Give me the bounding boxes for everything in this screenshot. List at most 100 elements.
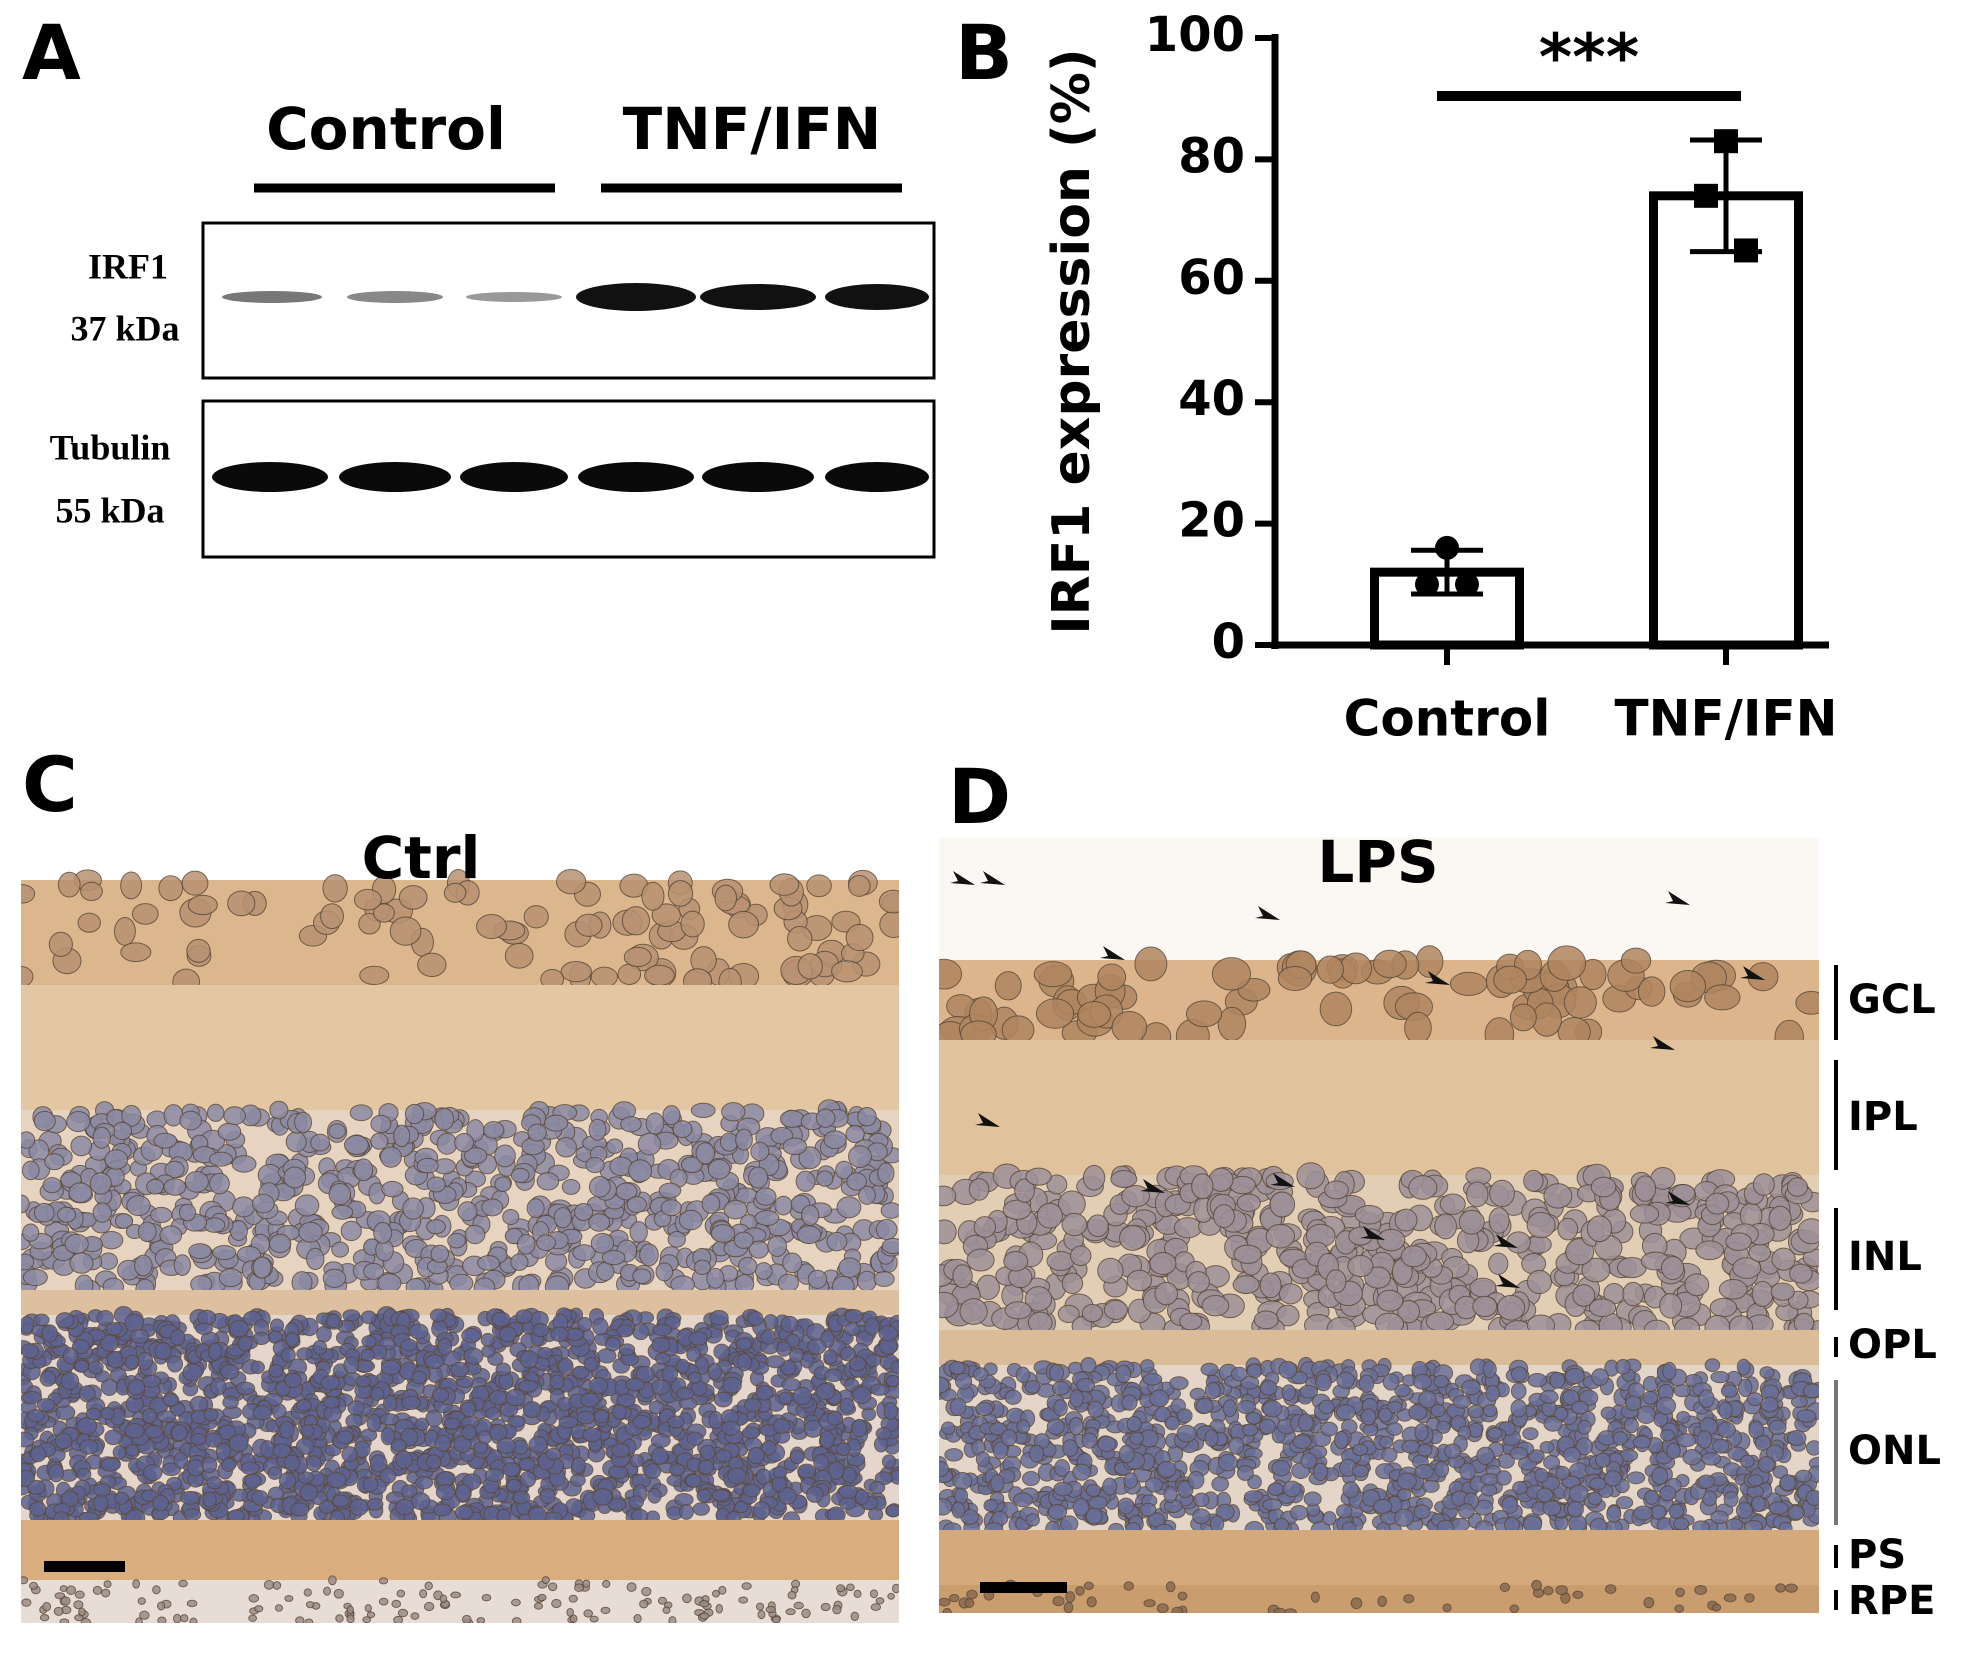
nucleus [848,1145,872,1168]
nucleus [1522,1427,1539,1441]
nucleus [951,1501,966,1519]
panel-label: A [22,8,81,97]
nucleus [1400,1245,1427,1268]
nucleus [645,1112,665,1135]
nucleus [637,1132,662,1156]
nucleus [706,1267,725,1289]
nucleus [1444,1443,1462,1459]
nucleus [162,1393,180,1407]
nucleus [880,1202,899,1219]
nucleus [378,1577,389,1585]
nucleus [1352,1443,1369,1456]
nucleus [755,1187,777,1206]
nucleus [141,1407,157,1424]
nucleus [1262,1400,1283,1418]
nucleus [625,1377,645,1392]
nucleus [1097,963,1127,991]
nucleus [70,1135,93,1157]
nucleus [1354,1205,1384,1225]
nucleus [1709,1297,1738,1318]
nucleus [1211,1476,1230,1492]
nucleus [644,1463,662,1480]
nucleus [1315,1373,1332,1392]
nucleus [220,1364,240,1380]
nucleus [29,1501,47,1517]
nucleus [1735,1501,1753,1519]
nucleus [1339,952,1373,985]
nucleus [114,1213,134,1229]
nucleus [48,1463,65,1483]
nucleus [77,912,101,933]
nucleus [748,1166,769,1189]
nucleus [1539,1440,1555,1454]
nucleus [454,1132,475,1153]
nucleus [1458,1209,1485,1235]
nucleus [1466,1181,1489,1208]
nucleus [510,1253,529,1271]
nucleus [1397,1488,1412,1502]
nucleus [1140,1359,1155,1373]
nucleus [713,1343,731,1360]
nucleus [801,1204,820,1226]
blot-row-name: IRF1 [88,246,168,286]
nucleus [1615,1496,1634,1510]
nucleus [42,1602,52,1612]
nucleus [555,1136,577,1158]
nucleus [878,1325,899,1342]
nucleus [710,1224,736,1243]
nucleus [1695,1240,1725,1261]
nucleus [1069,1245,1092,1267]
nucleus [1358,1374,1375,1393]
nucleus [1121,1394,1138,1411]
nucleus [461,1614,472,1623]
nucleus [1236,1465,1254,1481]
nucleus [1297,1413,1314,1432]
nucleus [650,1433,671,1448]
nucleus [1319,991,1353,1027]
nucleus [1434,1213,1457,1240]
nucleus [891,1583,899,1594]
nucleus [1795,990,1819,1015]
nucleus [1318,1399,1335,1415]
nucleus [1759,1366,1775,1379]
nucleus [1157,1460,1177,1478]
nucleus [476,913,507,940]
nucleus [207,1342,222,1361]
nucleus [33,1202,55,1223]
nucleus [735,1337,753,1351]
nucleus [650,1447,669,1465]
nucleus [89,1172,112,1195]
nucleus [1725,1232,1752,1251]
tissue-layer [21,1580,899,1623]
nucleus [651,1336,671,1353]
nucleus [761,1440,777,1456]
nucleus [137,1597,146,1605]
nucleus [560,960,592,983]
nucleus [1336,1371,1355,1389]
nucleus [1217,1006,1247,1042]
nucleus [939,1376,950,1394]
nucleus [824,1368,844,1383]
nucleus [124,1354,140,1370]
nucleus [550,1326,569,1342]
nucleus [1676,1433,1697,1448]
nucleus [1414,1423,1429,1442]
nucleus [1164,1415,1180,1431]
nucleus [1434,1461,1450,1478]
band [578,462,694,492]
blot-box [201,221,936,380]
nucleus [572,1244,596,1262]
nucleus [68,1182,93,1203]
nucleus [341,1446,358,1463]
nucleus [718,1585,727,1595]
nucleus [1118,1444,1135,1464]
nucleus [1394,1508,1414,1527]
nucleus [370,1386,385,1401]
nucleus [359,965,390,986]
nucleus [641,1586,652,1597]
nucleus [1557,1217,1579,1241]
nucleus [335,1614,344,1623]
nucleus [87,1360,104,1375]
nucleus [1053,1481,1073,1497]
nucleus [349,1104,373,1122]
